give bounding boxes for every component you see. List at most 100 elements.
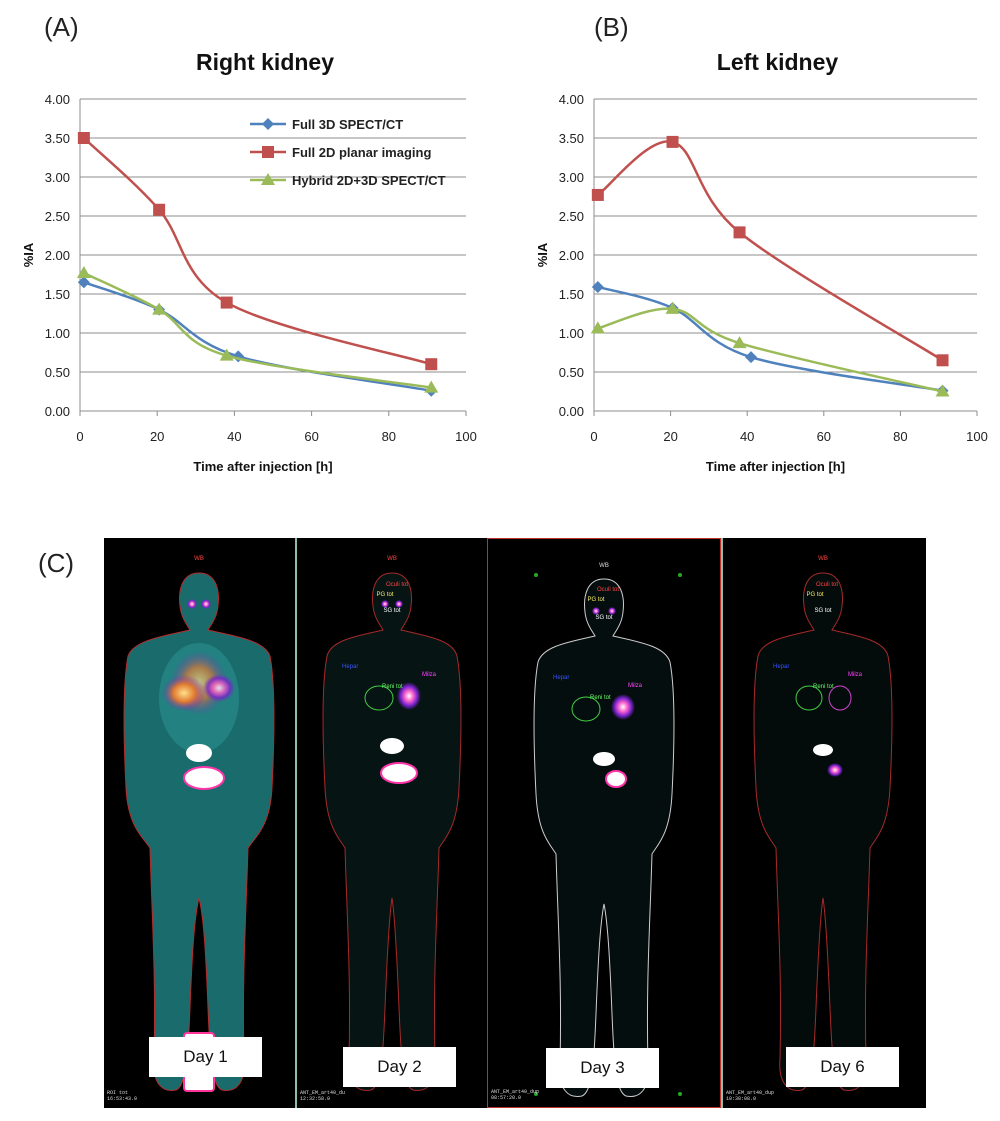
data-point [153, 203, 166, 216]
y-tick-label: 0.50 [559, 365, 584, 380]
roi-label-hepar: Hepar [553, 675, 569, 681]
data-point [666, 135, 679, 148]
data-point [665, 301, 680, 314]
series-line [83, 271, 432, 389]
legend-marker [262, 118, 274, 130]
y-tick-label: 0.00 [45, 404, 70, 419]
data-point [732, 336, 747, 349]
series-line [597, 307, 943, 393]
roi-label-hepar: Hepar [773, 664, 789, 670]
scan-frame-day6: WB Oculi tot PG tot SG tot Hepar Reni to… [723, 538, 926, 1108]
series-line [83, 281, 432, 392]
roi-label-milza: Milza [628, 683, 643, 689]
x-tick-label: 0 [590, 429, 597, 444]
roi-label-reni: Reni tot [590, 695, 611, 701]
chart-title: Left kidney [717, 49, 839, 75]
scan-image-day1: WB [123, 556, 275, 1092]
x-tick-label: 100 [455, 429, 477, 444]
roi-label-sg: SG tot [595, 615, 612, 621]
roi-label-sg: SG tot [383, 608, 400, 614]
data-point [591, 188, 604, 201]
data-point [936, 354, 949, 367]
series-line [82, 137, 432, 366]
frame-separator [295, 538, 297, 1108]
x-tick-label: 20 [663, 429, 677, 444]
chart-right-kidney: 0.00 0.50 1.00 1.50 2.00 2.50 3.00 3.50 4.00 0 20 4… [21, 49, 477, 474]
y-tick-label: 0.00 [559, 404, 584, 419]
y-tick-label: 1.00 [45, 326, 70, 341]
y-tick-label: 1.00 [559, 326, 584, 341]
roi-label-oculi: Oculi tot [816, 582, 838, 588]
y-axis-label: %IA [535, 242, 550, 267]
day-label-2: Day 2 [343, 1047, 456, 1087]
x-tick-label: 100 [966, 429, 988, 444]
roi-label-wb: WB [194, 556, 204, 562]
timestamp-day6: ANT_EM_art40_dup 10:38:08.0 [726, 1090, 775, 1102]
timestamp-day3: ANT_EM_art40_dup 08:57:20.0 [491, 1089, 540, 1101]
timestamp-day1: ROI tot 16:53:43.0 [107, 1090, 138, 1102]
y-tick-label: 3.00 [45, 170, 70, 185]
x-tick-label: 60 [304, 429, 318, 444]
x-tick-label: 40 [740, 429, 754, 444]
x-tick-label: 40 [227, 429, 241, 444]
roi-label-reni: Reni tot [813, 684, 834, 690]
data-point [152, 302, 167, 315]
legend-marker [261, 173, 275, 185]
day-label-6: Day 6 [786, 1047, 899, 1087]
data-point [733, 226, 746, 239]
x-tick-label: 60 [817, 429, 831, 444]
scan-frame-day3: WB Oculi tot PG tot SG tot Hepar Reni to… [487, 538, 721, 1108]
data-point [424, 380, 439, 393]
y-tick-label: 3.50 [45, 131, 70, 146]
x-axis-label: Time after injection [h] [706, 459, 845, 474]
roi-label-oculi: Oculi tot [386, 582, 408, 588]
data-point [77, 132, 90, 144]
y-tick-label: 0.50 [45, 365, 70, 380]
y-tick-label: 2.50 [559, 209, 584, 224]
data-point [425, 358, 438, 371]
y-tick-label: 3.50 [559, 131, 584, 146]
y-tick-label: 2.00 [559, 248, 584, 263]
y-tick-label: 3.00 [559, 170, 584, 185]
x-tick-label: 80 [382, 429, 396, 444]
roi-label-wb: WB [818, 556, 828, 562]
y-tick-label: 2.50 [45, 209, 70, 224]
data-point [590, 321, 605, 334]
roi-label-oculi: Oculi tot [597, 587, 619, 593]
x-tick-label: 20 [150, 429, 164, 444]
day-label-1: Day 1 [149, 1037, 262, 1077]
x-tick-label: 0 [76, 429, 83, 444]
scan-image-day6: WB Oculi tot PG tot SG tot Hepar Reni to… [753, 556, 893, 1092]
y-tick-label: 4.00 [45, 92, 70, 107]
data-point [77, 276, 90, 289]
panel-label-c: (C) [38, 548, 75, 578]
y-tick-label: 4.00 [559, 92, 584, 107]
day-label-3: Day 3 [546, 1048, 659, 1088]
timestamp-day2: ANT_EM_art40_du 12:32:58.0 [300, 1090, 346, 1102]
roi-label-sg: SG tot [814, 608, 831, 614]
scan-frame-day1: WB Day 1 ROI tot 16:53:43.0 [104, 538, 294, 1108]
panel-label-b: (B) [594, 12, 629, 42]
data-point [745, 351, 758, 364]
roi-label-pg: PG tot [806, 592, 823, 598]
roi-label-reni: Reni tot [382, 684, 403, 690]
roi-label-hepar: Hepar [342, 664, 358, 670]
data-point [76, 265, 91, 278]
chart-title: Right kidney [196, 49, 334, 75]
roi-label-milza: Milza [848, 672, 863, 678]
roi-label-pg: PG tot [587, 597, 604, 603]
roi-label-wb: WB [387, 556, 397, 562]
scan-frame-day2: WB Oculi tot PG tot SG tot Hepar Reni to… [297, 538, 487, 1108]
y-tick-label: 1.50 [559, 287, 584, 302]
series-line [597, 285, 943, 392]
legend-marker [262, 146, 274, 158]
scan-image-day3: WB Oculi tot PG tot SG tot Hepar Reni to… [533, 563, 682, 1098]
panel-label-a: (A) [44, 12, 79, 42]
y-tick-label: 1.50 [45, 287, 70, 302]
y-axis-label: %IA [21, 242, 36, 267]
roi-label-wb: WB [599, 563, 609, 569]
data-point [591, 280, 604, 293]
scan-image-day2: WB Oculi tot PG tot SG tot Hepar Reni to… [322, 556, 462, 1092]
roi-label-pg: PG tot [376, 592, 393, 598]
data-point [220, 296, 233, 309]
